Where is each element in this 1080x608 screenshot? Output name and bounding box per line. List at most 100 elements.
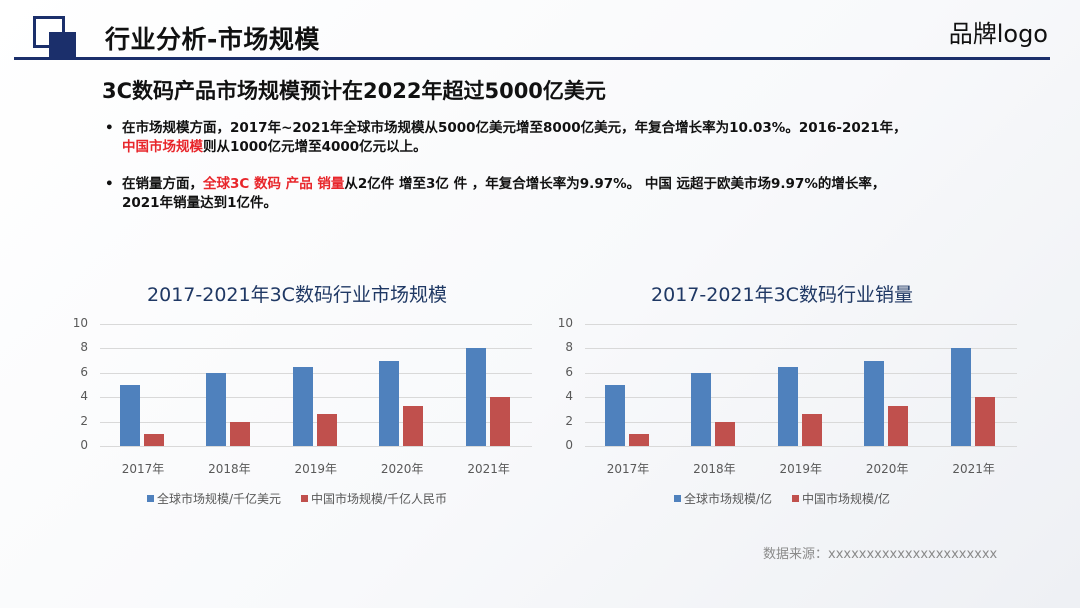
bar-global: [691, 372, 712, 446]
data-source-note: 数据来源：xxxxxxxxxxxxxxxxxxxxxx: [763, 547, 998, 562]
bar-group: [758, 324, 844, 446]
bullet-highlight: 中国市场规模: [122, 139, 203, 155]
chart-title: 2017-2021年3C数码行业市场规模: [147, 284, 447, 306]
bullet-text: 2021年销量达到1亿件。: [122, 195, 277, 211]
x-tick-label: 2019年: [779, 462, 823, 476]
x-tick-label: 2020年: [380, 462, 424, 476]
bullet-sales-volume: • 在销量方面，全球3C 数码 产品 销量从2亿件 增至3亿 件 ，年复合增长率…: [103, 175, 1003, 213]
legend-label: 全球市场规模/千亿美元: [156, 492, 281, 506]
legend-swatch-icon: [673, 495, 681, 502]
y-tick-label: 2: [80, 413, 88, 428]
y-tick-label: 4: [80, 389, 88, 404]
bullet-dot: •: [105, 176, 114, 192]
bar-china: [489, 397, 510, 446]
bar-global: [465, 348, 486, 446]
legend-item: 中国市场规模/亿: [792, 490, 890, 507]
bar-china: [316, 414, 337, 446]
bar-global: [379, 360, 400, 446]
bar-china: [144, 433, 164, 446]
bullet-text: 从2亿件 增至3亿 件 ，年复合增长率为9.97%。 中国 远超于欧美市场9.9…: [344, 176, 886, 192]
bar-china: [230, 421, 251, 446]
gridline: [100, 372, 532, 374]
legend-item: 全球市场规模/千亿美元: [146, 490, 281, 507]
legend-item: 中国市场规模/千亿人民币: [301, 490, 447, 507]
gridline: [585, 421, 1017, 423]
legend-item: 全球市场规模/亿: [673, 490, 772, 507]
y-tick-label: 2: [565, 413, 573, 428]
bullet-list: • 在市场规模方面，2017年~2021年全球市场规模从5000亿美元增至800…: [103, 119, 1003, 231]
x-tick-label: 2017年: [121, 462, 165, 476]
legend-label: 中国市场规模/亿: [802, 492, 891, 506]
x-tick-label: 2017年: [606, 462, 650, 476]
y-tick-label: 8: [80, 340, 88, 355]
gridline: [100, 324, 532, 325]
chart-legend: 全球市场规模/亿 中国市场规模/亿: [547, 490, 1017, 507]
bar-global: [120, 385, 140, 446]
plot-area: 10 8 6 4 2 0 2017年 2018年 2019年 2020年 2021年 全球市场规模/千…: [73, 316, 532, 506]
bar-global: [950, 348, 971, 446]
x-tick-label: 2019年: [294, 462, 338, 476]
slide-subtitle: 3C数码产品市场规模预计在2022年超过5000亿美元: [102, 79, 606, 103]
x-tick-label: 2021年: [952, 462, 995, 476]
chart-legend: 全球市场规模/千亿美元 中国市场规模/千亿人民币: [62, 490, 532, 507]
legend-swatch-icon: [792, 495, 799, 502]
bar-china: [403, 405, 424, 446]
page-title: 行业分析-市场规模: [105, 25, 320, 54]
y-tick-label: 0: [565, 438, 573, 452]
bar-group: [186, 324, 272, 446]
section-logo-icon: [33, 16, 77, 60]
x-tick-label: 2018年: [208, 462, 251, 476]
y-tick-label: 10: [557, 316, 573, 330]
gridline: [585, 324, 1017, 325]
legend-label: 全球市场规模/亿: [683, 492, 772, 506]
gridline: [585, 372, 1017, 374]
bar-china: [715, 421, 736, 446]
bar-group: [446, 324, 532, 446]
bullet-text: 在销量方面，: [122, 176, 203, 192]
bullet-text: 在市场规模方面，2017年~2021年全球市场规模从5000亿美元增至8000亿…: [122, 120, 907, 136]
logo-filled-square: [49, 32, 76, 59]
y-tick-label: 6: [80, 364, 88, 379]
bullet-text: 则从1000亿元增至4000亿元以上。: [203, 139, 427, 155]
chart-title: 2017-2021年3C数码行业销量: [651, 284, 913, 306]
gridline: [585, 397, 1017, 399]
gridline: [585, 446, 1017, 447]
x-tick-label: 2020年: [865, 462, 909, 476]
y-tick-label: 0: [80, 438, 88, 452]
market-size-chart: 2017-2021年3C数码行业市场规模 10 8 6 4 2 0 2017年 2018年 201…: [62, 270, 532, 506]
gridline: [585, 348, 1017, 350]
brand-logo: 品牌logo: [948, 20, 1048, 48]
bar-group: [273, 324, 359, 446]
x-tick-label: 2018年: [693, 462, 736, 476]
bar-group: [100, 324, 186, 446]
bar-china: [974, 397, 995, 446]
legend-swatch-icon: [146, 495, 154, 502]
bar-global: [605, 385, 625, 446]
bar-china: [801, 414, 822, 446]
bullet-market-size: • 在市场规模方面，2017年~2021年全球市场规模从5000亿美元增至800…: [103, 119, 1003, 157]
bullet-dot: •: [105, 120, 114, 136]
bar-global: [292, 366, 313, 446]
bar-group: [585, 324, 671, 446]
y-tick-label: 4: [565, 389, 573, 404]
legend-swatch-icon: [301, 495, 308, 502]
bar-group: [844, 324, 930, 446]
gridline: [100, 397, 532, 399]
sales-volume-chart: 2017-2021年3C数码行业销量 10 8 6 4 2 0 2017年 2018年 2019年…: [547, 270, 1017, 506]
bar-group: [671, 324, 757, 446]
header-divider: [14, 57, 1050, 60]
y-tick-label: 6: [565, 364, 573, 379]
bar-global: [864, 360, 885, 446]
gridline: [100, 421, 532, 423]
bar-china: [888, 405, 909, 446]
bar-group: [359, 324, 445, 446]
bullet-highlight: 全球3C 数码 产品 销量: [203, 176, 345, 192]
bar-global: [777, 366, 798, 446]
bar-group: [931, 324, 1017, 446]
bar-global: [206, 372, 227, 446]
gridline: [100, 446, 532, 447]
bar-china: [629, 433, 649, 446]
legend-label: 中国市场规模/千亿人民币: [311, 492, 448, 506]
gridline: [100, 348, 532, 350]
plot-area: 10 8 6 4 2 0 2017年 2018年 2019年 2020年 2021年 全球市场规模/亿…: [558, 316, 1017, 506]
